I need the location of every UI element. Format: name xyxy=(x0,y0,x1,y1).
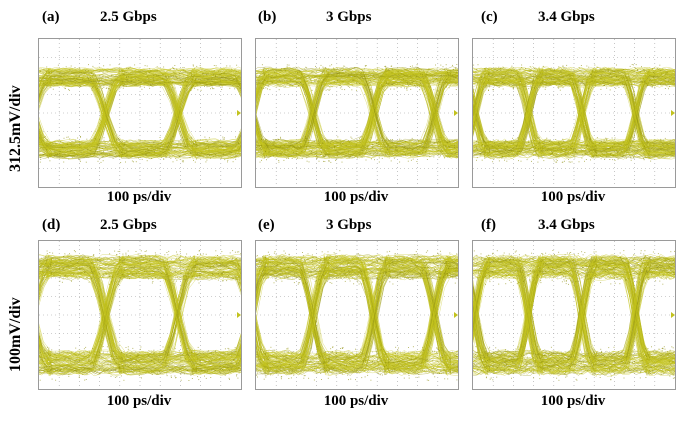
panel-title: 3 Gbps xyxy=(326,9,372,25)
panel-title: 2.5 Gbps xyxy=(100,217,157,233)
eye-diagram-image xyxy=(472,240,676,390)
panel-label: (c) xyxy=(481,9,498,25)
x-axis-scale-label: 100 ps/div xyxy=(106,189,172,205)
panel-label: (d) xyxy=(42,217,61,233)
eye-diagram-image xyxy=(38,38,242,188)
x-axis-scale-label: 100 ps/div xyxy=(540,393,606,409)
x-axis-scale-label: 100 ps/div xyxy=(540,189,606,205)
panel-title: 3 Gbps xyxy=(326,217,372,233)
eye-diagram-image xyxy=(38,240,242,390)
panel-label: (a) xyxy=(42,9,60,25)
panel-label: (f) xyxy=(481,217,496,233)
panel-label: (e) xyxy=(258,217,275,233)
panel-title: 2.5 Gbps xyxy=(100,9,157,25)
x-axis-scale-label: 100 ps/div xyxy=(106,393,172,409)
x-axis-scale-label: 100 ps/div xyxy=(323,393,389,409)
eye-diagram-image xyxy=(255,240,459,390)
panel-label: (b) xyxy=(258,9,277,25)
x-axis-scale-label: 100 ps/div xyxy=(323,189,389,205)
eye-diagram-image xyxy=(472,38,676,188)
panel-title: 3.4 Gbps xyxy=(538,9,595,25)
row-label-bottom: 100mV/div xyxy=(7,297,24,372)
eye-diagram-image xyxy=(255,38,459,188)
panel-title: 3.4 Gbps xyxy=(538,217,595,233)
row-label-top: 312.5mV/div xyxy=(7,85,24,172)
